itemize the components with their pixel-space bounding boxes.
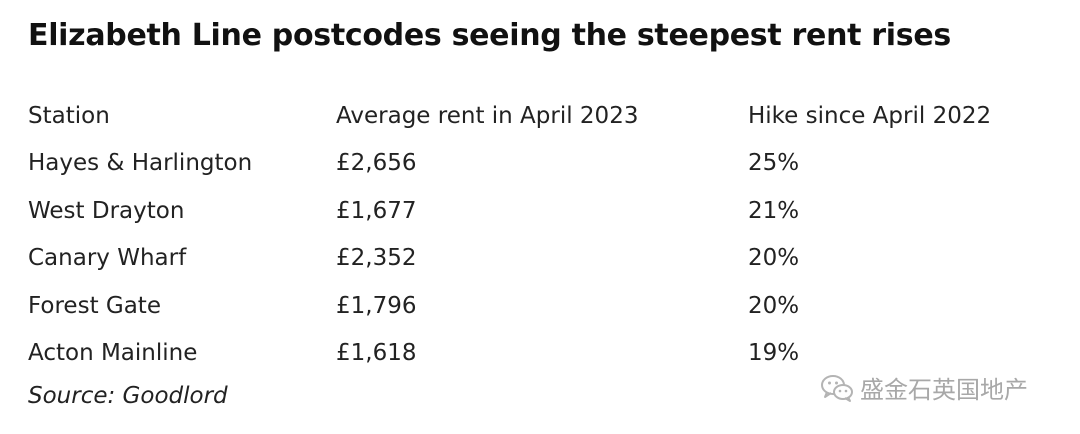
average-rent-cell: £2,352 — [336, 245, 417, 272]
station-cell: Canary Wharf — [28, 245, 187, 272]
average-rent-cell: £1,796 — [336, 292, 417, 319]
table-header-row: Station Average rent in April 2023 Hike … — [28, 92, 1048, 140]
hike-cell: 25% — [748, 150, 800, 177]
column-header-station: Station — [28, 102, 110, 129]
station-cell: Acton Mainline — [28, 340, 198, 367]
watermark-text: 盛金石英国地产 — [860, 376, 1028, 404]
wechat-icon — [820, 373, 854, 403]
hike-cell: 21% — [748, 197, 800, 224]
hike-cell: 20% — [748, 245, 800, 272]
hike-cell: 19% — [748, 340, 800, 367]
watermark: 盛金石英国地产 — [820, 370, 1028, 405]
table-row: Forest Gate £1,796 20% — [28, 282, 1048, 330]
station-cell: Forest Gate — [28, 292, 161, 319]
station-cell: Hayes & Harlington — [28, 150, 253, 177]
average-rent-cell: £2,656 — [336, 150, 417, 177]
table-row: West Drayton £1,677 21% — [28, 187, 1048, 235]
average-rent-cell: £1,618 — [336, 340, 417, 367]
table-row: Hayes & Harlington £2,656 25% — [28, 140, 1048, 188]
table-row: Canary Wharf £2,352 20% — [28, 235, 1048, 283]
station-cell: West Drayton — [28, 197, 185, 224]
source-note: Source: Goodlord — [28, 383, 228, 409]
hike-cell: 20% — [748, 292, 800, 319]
table-row: Acton Mainline £1,618 19% — [28, 330, 1048, 378]
column-header-average-rent: Average rent in April 2023 — [336, 102, 639, 129]
column-header-hike: Hike since April 2022 — [748, 102, 992, 129]
page-title: Elizabeth Line postcodes seeing the stee… — [28, 18, 951, 53]
rent-rises-table: Station Average rent in April 2023 Hike … — [28, 92, 1048, 377]
average-rent-cell: £1,677 — [336, 197, 417, 224]
